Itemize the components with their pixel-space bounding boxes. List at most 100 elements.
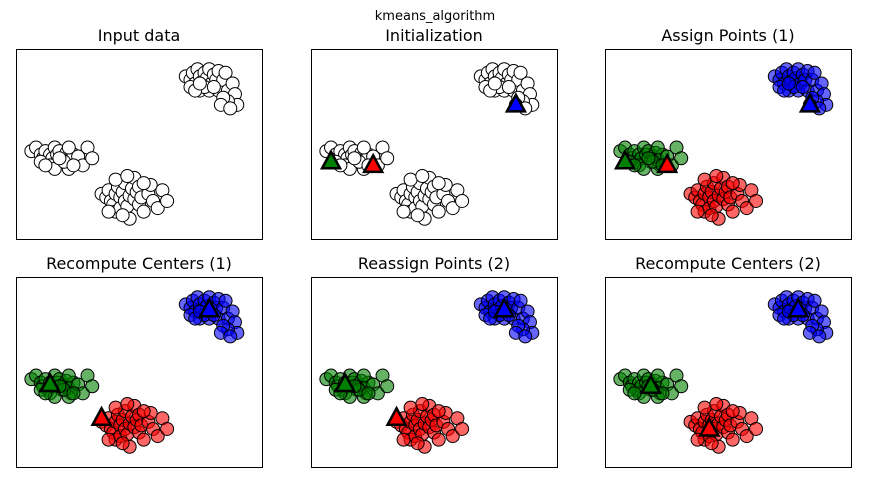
data-point <box>518 329 533 344</box>
cluster-center-marker <box>333 371 357 393</box>
data-point <box>725 204 740 219</box>
data-point <box>66 386 81 401</box>
data-point <box>61 368 76 383</box>
data-point <box>223 329 238 344</box>
data-point <box>431 404 446 419</box>
data-point <box>403 172 418 187</box>
cluster-center-marker <box>504 92 528 113</box>
panel-6: Recompute Centers (2) <box>605 254 852 468</box>
data-point <box>431 176 446 191</box>
panel-2: Initialization <box>311 26 558 240</box>
data-point <box>674 379 689 394</box>
panel-title: Input data <box>98 26 181 45</box>
data-point <box>739 201 754 216</box>
data-point <box>812 329 827 344</box>
data-point <box>650 140 665 155</box>
data-point <box>160 421 175 436</box>
data-point <box>641 151 656 166</box>
data-point <box>206 80 221 95</box>
data-point <box>403 400 418 415</box>
data-point <box>108 400 123 415</box>
data-point <box>455 193 470 208</box>
data-point <box>380 379 395 394</box>
cluster-center-marker <box>639 373 662 394</box>
data-point <box>445 201 460 216</box>
panel-title: Assign Points (1) <box>661 26 794 45</box>
panels-grid: Input data Initialization Assign Points (1… <box>16 26 852 468</box>
data-point <box>101 204 116 219</box>
panel-5: Reassign Points (2) <box>311 254 558 468</box>
cluster-center-marker <box>656 152 679 174</box>
data-point <box>739 429 754 444</box>
data-point <box>749 193 764 208</box>
cluster-center-marker <box>698 416 721 437</box>
data-point <box>431 204 446 219</box>
data-point <box>52 151 67 166</box>
data-point <box>218 65 233 80</box>
data-point <box>136 176 151 191</box>
cluster-center-marker <box>319 149 343 170</box>
data-point <box>356 368 371 383</box>
cluster-center-marker <box>798 92 822 113</box>
data-point <box>415 397 430 412</box>
data-point <box>218 293 233 308</box>
data-point <box>136 404 151 419</box>
data-point <box>487 76 502 91</box>
cluster-center-marker <box>198 297 221 318</box>
data-point <box>85 151 100 166</box>
data-point <box>150 429 165 444</box>
data-point <box>704 436 719 451</box>
data-point <box>431 432 446 447</box>
data-point <box>795 80 810 95</box>
data-point <box>513 65 528 80</box>
data-point <box>361 386 376 401</box>
panel-title: Recompute Centers (2) <box>635 254 821 273</box>
data-point <box>120 169 135 184</box>
cluster-center-marker <box>385 405 408 427</box>
data-point <box>697 172 712 187</box>
data-point <box>61 140 76 155</box>
data-point <box>709 169 724 184</box>
data-point <box>85 379 100 394</box>
data-point <box>396 432 411 447</box>
panel-1: Input data <box>16 26 263 240</box>
data-point <box>445 429 460 444</box>
data-point <box>115 436 130 451</box>
data-point <box>223 101 238 116</box>
cluster-center-marker <box>787 297 810 318</box>
data-point <box>356 140 371 155</box>
data-point <box>410 208 425 223</box>
data-point <box>807 65 822 80</box>
data-point <box>725 404 740 419</box>
data-point <box>725 432 740 447</box>
data-point <box>120 397 135 412</box>
data-point <box>160 193 175 208</box>
panel-title: Recompute Centers (1) <box>46 254 232 273</box>
data-point <box>807 293 822 308</box>
data-point <box>749 421 764 436</box>
data-point <box>396 204 411 219</box>
data-point <box>415 169 430 184</box>
data-point <box>108 172 123 187</box>
data-point <box>627 386 642 401</box>
cluster-center-marker <box>493 297 516 318</box>
data-point <box>380 151 395 166</box>
data-point <box>704 208 719 223</box>
data-point <box>501 80 516 95</box>
data-point <box>136 204 151 219</box>
figure-suptitle: kmeans_algorithm <box>375 9 495 24</box>
panel-title: Initialization <box>385 26 483 45</box>
panel-4: Recompute Centers (1) <box>16 254 263 468</box>
data-point <box>192 76 207 91</box>
data-point <box>136 432 151 447</box>
data-point <box>115 208 130 223</box>
cluster-center-marker <box>613 149 637 170</box>
data-point <box>66 158 81 173</box>
data-point <box>513 293 528 308</box>
cluster-center-marker <box>90 405 113 427</box>
panel-title: Reassign Points (2) <box>358 254 510 273</box>
data-point <box>347 151 362 166</box>
data-point <box>697 400 712 415</box>
data-point <box>725 176 740 191</box>
